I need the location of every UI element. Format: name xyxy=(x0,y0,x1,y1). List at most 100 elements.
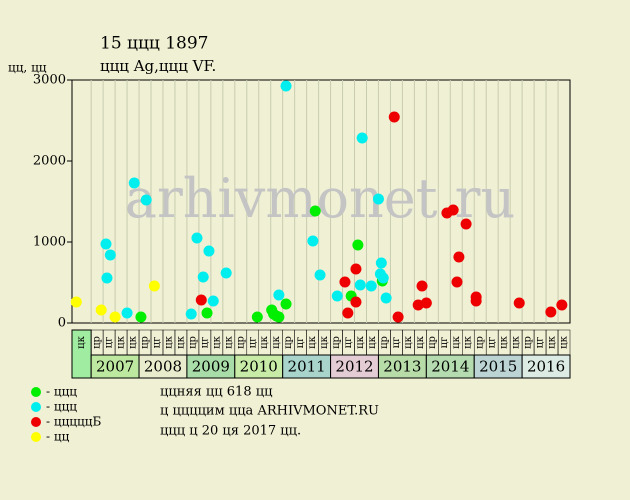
column-label: цр xyxy=(187,336,198,349)
point xyxy=(447,204,459,216)
point xyxy=(128,177,140,189)
column-label: цр xyxy=(523,336,534,349)
y-tick-label: 2000 xyxy=(33,154,66,169)
column-label: цк xyxy=(307,335,318,348)
y-tick-label: 3000 xyxy=(33,73,66,88)
point xyxy=(273,311,285,323)
legend-label: - ццц xyxy=(46,400,77,414)
year-label: 2007 xyxy=(96,358,134,376)
point xyxy=(365,280,377,292)
legend-marker xyxy=(31,387,41,397)
column-label: цк xyxy=(451,335,462,348)
point xyxy=(350,296,362,308)
point xyxy=(470,295,482,307)
point xyxy=(314,269,326,281)
year-label: 2014 xyxy=(431,358,469,376)
point xyxy=(104,249,116,261)
column-label: цг xyxy=(104,337,115,349)
legend-marker xyxy=(31,402,41,412)
column-label: цг xyxy=(343,337,354,349)
year-label: 2008 xyxy=(144,358,182,376)
column-label: цр xyxy=(427,336,438,349)
column-label: цк xyxy=(499,335,510,348)
column-label: цк xyxy=(511,335,522,348)
point xyxy=(460,218,472,230)
point xyxy=(185,308,197,320)
column-label: цк xyxy=(355,335,366,348)
point xyxy=(352,239,364,251)
point xyxy=(453,251,465,263)
column-label: цр xyxy=(475,336,486,349)
column-label: цг xyxy=(391,337,402,349)
point xyxy=(100,238,112,250)
column-label: цк xyxy=(76,335,87,348)
point xyxy=(195,294,207,306)
point xyxy=(331,290,343,302)
point xyxy=(109,311,121,323)
point xyxy=(307,235,319,247)
legend-marker xyxy=(31,432,41,442)
point xyxy=(280,80,292,92)
year-label: 2009 xyxy=(192,358,230,376)
chart-subtitle: ццц Ag,ццц VF. xyxy=(100,57,216,75)
point xyxy=(375,257,387,269)
point xyxy=(350,263,362,275)
column-label: цг xyxy=(295,337,306,349)
legend-label: - цццццБ xyxy=(46,415,101,429)
column-label: цк xyxy=(403,335,414,348)
column-label: цк xyxy=(463,335,474,348)
column-label: цк xyxy=(116,335,127,348)
point xyxy=(251,311,263,323)
column-label: цк xyxy=(547,335,558,348)
year-label: 2013 xyxy=(383,358,421,376)
point xyxy=(135,311,147,323)
column-label: цк xyxy=(128,335,139,348)
point xyxy=(388,111,400,123)
column-label: цк xyxy=(175,335,186,348)
point xyxy=(339,276,351,288)
note: ццц ц 20 ця 2017 цц. xyxy=(160,424,301,439)
point xyxy=(342,307,354,319)
point xyxy=(95,304,107,316)
legend-label: - ццц xyxy=(46,385,77,399)
point xyxy=(354,279,366,291)
column-label: цр xyxy=(140,336,151,349)
point xyxy=(203,245,215,257)
point xyxy=(377,272,389,284)
column-label: цр xyxy=(331,336,342,349)
column-label: цр xyxy=(92,336,103,349)
point xyxy=(191,232,203,244)
column-label: цк xyxy=(415,335,426,348)
chart-title: 15 ццц 1897 xyxy=(100,34,209,54)
point xyxy=(451,276,463,288)
point xyxy=(556,299,568,311)
column-label: цр xyxy=(379,336,390,349)
point xyxy=(309,205,321,217)
column-label: цк xyxy=(163,335,174,348)
point xyxy=(70,296,82,308)
point xyxy=(201,307,213,319)
column-label: цг xyxy=(535,337,546,349)
column-label: цк xyxy=(367,335,378,348)
point xyxy=(356,132,368,144)
point xyxy=(372,193,384,205)
point xyxy=(545,306,557,318)
point xyxy=(220,267,232,279)
column-label: цк xyxy=(271,335,282,348)
note: ццняя цц 618 цц xyxy=(160,385,272,400)
point xyxy=(207,295,219,307)
year-label: 2015 xyxy=(479,358,517,376)
column-label: цг xyxy=(199,337,210,349)
column-label: цр xyxy=(283,336,294,349)
point xyxy=(197,271,209,283)
column-label: цр xyxy=(235,336,246,349)
point xyxy=(140,194,152,206)
column-label: цк xyxy=(223,335,234,348)
point xyxy=(420,297,432,309)
y-tick-label: 0 xyxy=(58,316,66,331)
point xyxy=(280,298,292,310)
column-label: цк xyxy=(259,335,270,348)
column-cell xyxy=(557,329,571,356)
point xyxy=(380,292,392,304)
